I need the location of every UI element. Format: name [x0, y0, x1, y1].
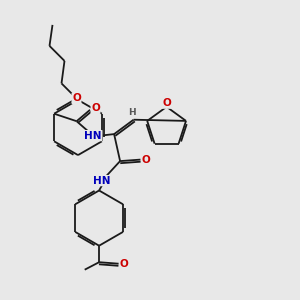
Text: O: O [72, 93, 81, 103]
Text: O: O [142, 154, 150, 165]
Text: O: O [120, 259, 128, 269]
Text: HN: HN [84, 130, 102, 141]
Text: HN: HN [93, 176, 111, 186]
Text: O: O [162, 98, 171, 108]
Text: H: H [128, 108, 135, 117]
Text: O: O [91, 103, 100, 113]
